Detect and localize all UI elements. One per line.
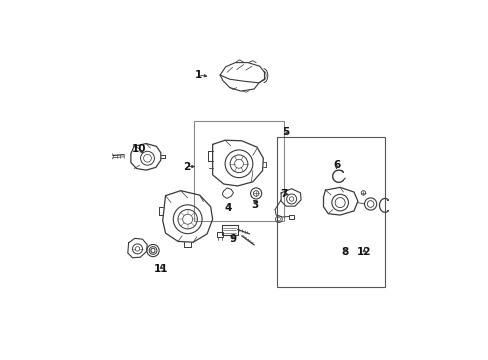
- Text: 7: 7: [280, 189, 287, 199]
- Bar: [193, 121, 284, 221]
- Text: 3: 3: [251, 201, 258, 210]
- Text: 10: 10: [132, 144, 146, 154]
- Text: 8: 8: [341, 247, 348, 257]
- Text: 1: 1: [194, 70, 201, 80]
- Bar: [217, 232, 223, 237]
- Text: 9: 9: [228, 234, 236, 244]
- Text: 4: 4: [224, 203, 232, 213]
- Bar: [276, 138, 384, 287]
- Text: 2: 2: [183, 162, 189, 172]
- Text: 12: 12: [356, 247, 371, 257]
- Text: 6: 6: [332, 160, 340, 170]
- Bar: [288, 215, 293, 219]
- Text: 5: 5: [282, 127, 289, 137]
- Text: 11: 11: [154, 264, 168, 274]
